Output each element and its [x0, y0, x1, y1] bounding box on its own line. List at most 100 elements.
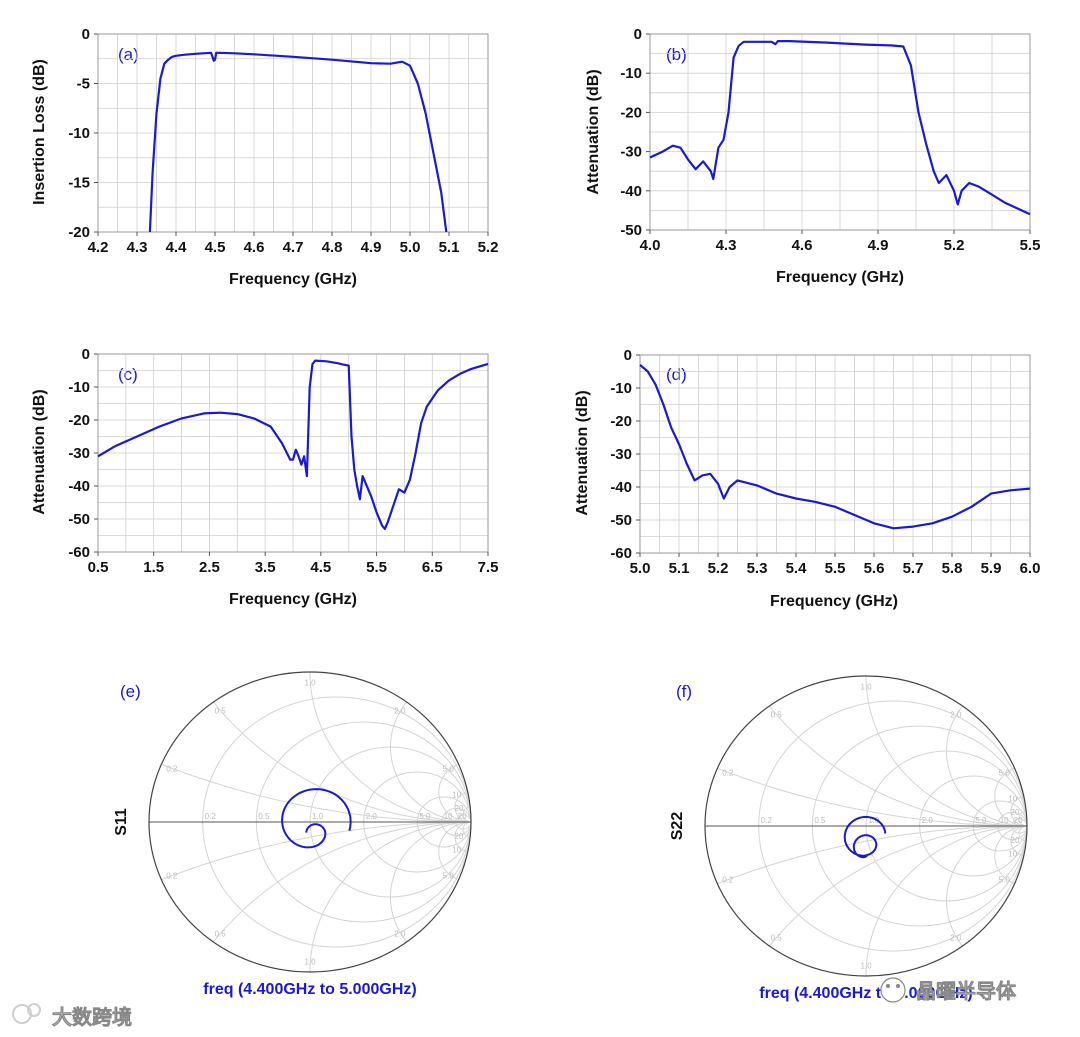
panel-c-ylabel: Attenuation (dB)	[31, 389, 48, 514]
panel-b-chart: (b) Frequency (GHz) Attenuation (dB) 4.0…	[585, 26, 1040, 286]
panel-f-reactance-label: 1.0	[860, 683, 872, 692]
panel-e-reactance-label: 10	[452, 846, 461, 855]
watermark-left: 大数跨境	[12, 1003, 132, 1029]
panel-c-xtick-label: 7.5	[478, 559, 499, 576]
panel-d-xtick-label: 5.6	[864, 560, 885, 577]
panel-e-reactance-label: 1.0	[304, 958, 316, 967]
panel-c-chart: (c) Frequency (GHz) Attenuation (dB) 0.5…	[31, 346, 498, 608]
panel-a-xtick-label: 4.8	[322, 239, 343, 256]
panel-d-series-line	[639, 364, 1031, 530]
panel-a-xtick-label: 4.6	[244, 239, 265, 256]
panel-b-ytick-label: -20	[620, 104, 642, 121]
panel-b-ytick-label: 0	[634, 26, 642, 43]
panel-e-resistance-label: 0.5	[258, 812, 270, 821]
panel-b-xtick-label: 5.2	[944, 237, 965, 254]
panel-d-ytick-label: -50	[610, 512, 632, 529]
panel-f-resistance-label: 0.5	[814, 816, 826, 825]
panel-c-ytick-label: -50	[68, 511, 90, 528]
panel-c-xlabel: Frequency (GHz)	[229, 591, 357, 608]
panel-e-smith-boundary	[148, 671, 472, 973]
panel-e-reactance-label: 20	[455, 804, 464, 813]
panel-c-grid	[98, 354, 488, 552]
panel-d-chart: (d) Frequency (GHz) Attenuation (dB) 5.0…	[574, 347, 1040, 610]
panel-c-ytick-label: -40	[68, 478, 90, 495]
panel-d-xtick-label: 5.3	[747, 560, 768, 577]
panel-a-xlabel: Frequency (GHz)	[229, 271, 357, 288]
panel-e-s11-trace	[281, 788, 352, 849]
panel-c-xtick-label: 3.5	[255, 559, 276, 576]
panel-a-chart: (a) Frequency (GHz) Insertion Loss (dB) …	[31, 26, 498, 288]
panel-a-xtick-label: 4.7	[283, 239, 304, 256]
panel-b-ylabel: Attenuation (dB)	[585, 69, 602, 194]
panel-e-freq-caption: freq (4.400GHz to 5.000GHz)	[203, 981, 416, 998]
panel-e-resistance-label: 20	[458, 812, 467, 821]
panel-e-resistance-label: 5.0	[419, 812, 431, 821]
panel-f-axis-label: S22	[669, 812, 686, 841]
panel-f-reactance-label: 5.0	[999, 768, 1011, 777]
panel-e-reactance-label: 20	[455, 832, 464, 841]
panel-d-ylabel: Attenuation (dB)	[574, 390, 591, 515]
panel-a-xtick-label: 5.2	[478, 239, 499, 256]
panel-f-reactance-label: 1.0	[860, 962, 872, 971]
panel-d-xtick-label: 5.9	[981, 560, 1002, 577]
panel-b-grid	[650, 34, 1030, 230]
panel-c-label: (c)	[118, 365, 138, 384]
panel-f-resistance-label: 1.0	[868, 816, 880, 825]
panel-c-series-line	[97, 359, 489, 530]
panel-c-xtick-label: 2.5	[199, 559, 220, 576]
panel-c-ytick-label: -60	[68, 544, 90, 561]
panel-a-xtick-label: 5.0	[400, 239, 421, 256]
panel-c-ytick-label: 0	[82, 346, 90, 363]
panel-d-grid	[640, 355, 1030, 553]
watermark-left-text: 大数跨境	[52, 1005, 132, 1029]
panel-b-ytick-label: -40	[620, 183, 642, 200]
panel-b-series-line	[649, 40, 1031, 216]
panel-a-grid	[98, 34, 488, 232]
panel-a-xtick-label: 4.3	[127, 239, 148, 256]
panel-f-resistance-label: 5.0	[975, 816, 987, 825]
panel-e-label: (e)	[120, 682, 141, 701]
panel-e-reactance-label: 0.5	[215, 930, 227, 939]
panel-e-smith-chart: (e) S11 freq (4.400GHz to 5.000GHz) 0.2 0…	[113, 671, 472, 998]
panel-b-ytick-label: -50	[620, 222, 642, 239]
panel-f-resistance-label: 2.0	[922, 816, 934, 825]
panel-a-label: (a)	[118, 45, 139, 64]
panel-d-ytick-label: -30	[610, 446, 632, 463]
panel-b-xtick-label: 4.0	[640, 237, 661, 254]
panel-f-reactance-label: 2.0	[950, 710, 962, 719]
panel-d-xtick-label: 5.8	[942, 560, 963, 577]
panel-e-reactance-label: 5.0	[443, 872, 455, 881]
panel-a-series-line	[148, 51, 448, 233]
panel-f-reactance-label: 5.0	[999, 876, 1011, 885]
panel-f-label: (f)	[676, 682, 692, 701]
panel-b-xtick-label: 4.6	[792, 237, 813, 254]
panel-c-xtick-label: 1.5	[143, 559, 164, 576]
panel-b-ytick-label: -30	[620, 144, 642, 161]
panel-d-label: (d)	[666, 365, 687, 384]
panel-e-reactance-label: 0.5	[215, 706, 227, 715]
panel-a-xtick-label: 4.2	[88, 239, 109, 256]
panel-d-ytick-label: -60	[610, 545, 632, 562]
panel-a-ytick-label: -5	[77, 76, 90, 93]
panel-f-reactance-label: 20	[1011, 836, 1020, 845]
panel-f-resistance-label: 10	[1000, 816, 1009, 825]
panel-a-xtick-label: 4.4	[166, 239, 188, 256]
watermark-right: 晶曜半导体	[880, 977, 1017, 1003]
panel-d-xtick-label: 5.2	[708, 560, 729, 577]
panel-e-reactance-label: 10	[452, 790, 461, 799]
panel-a-ytick-label: -10	[68, 125, 90, 142]
panel-c-xtick-label: 5.5	[366, 559, 387, 576]
watermark-right-logo-eye-icon	[886, 984, 890, 988]
panel-d-xtick-label: 5.5	[825, 560, 846, 577]
panel-c-xtick-label: 0.5	[88, 559, 109, 576]
panel-a-ytick-label: 0	[82, 26, 90, 43]
panel-d-xtick-label: 5.7	[903, 560, 924, 577]
panel-e-resistance-label: 10	[444, 812, 453, 821]
panel-c-ytick-label: -20	[68, 412, 90, 429]
panel-e-reactance-label: 5.0	[443, 764, 455, 773]
panel-e-reactance-label: 1.0	[304, 679, 316, 688]
panel-b-label: (b)	[666, 45, 687, 64]
panel-f-reactance-label: 0.2	[722, 768, 734, 777]
panel-f-s22-trace	[843, 815, 887, 859]
panel-b-ytick-label: -10	[620, 65, 642, 82]
